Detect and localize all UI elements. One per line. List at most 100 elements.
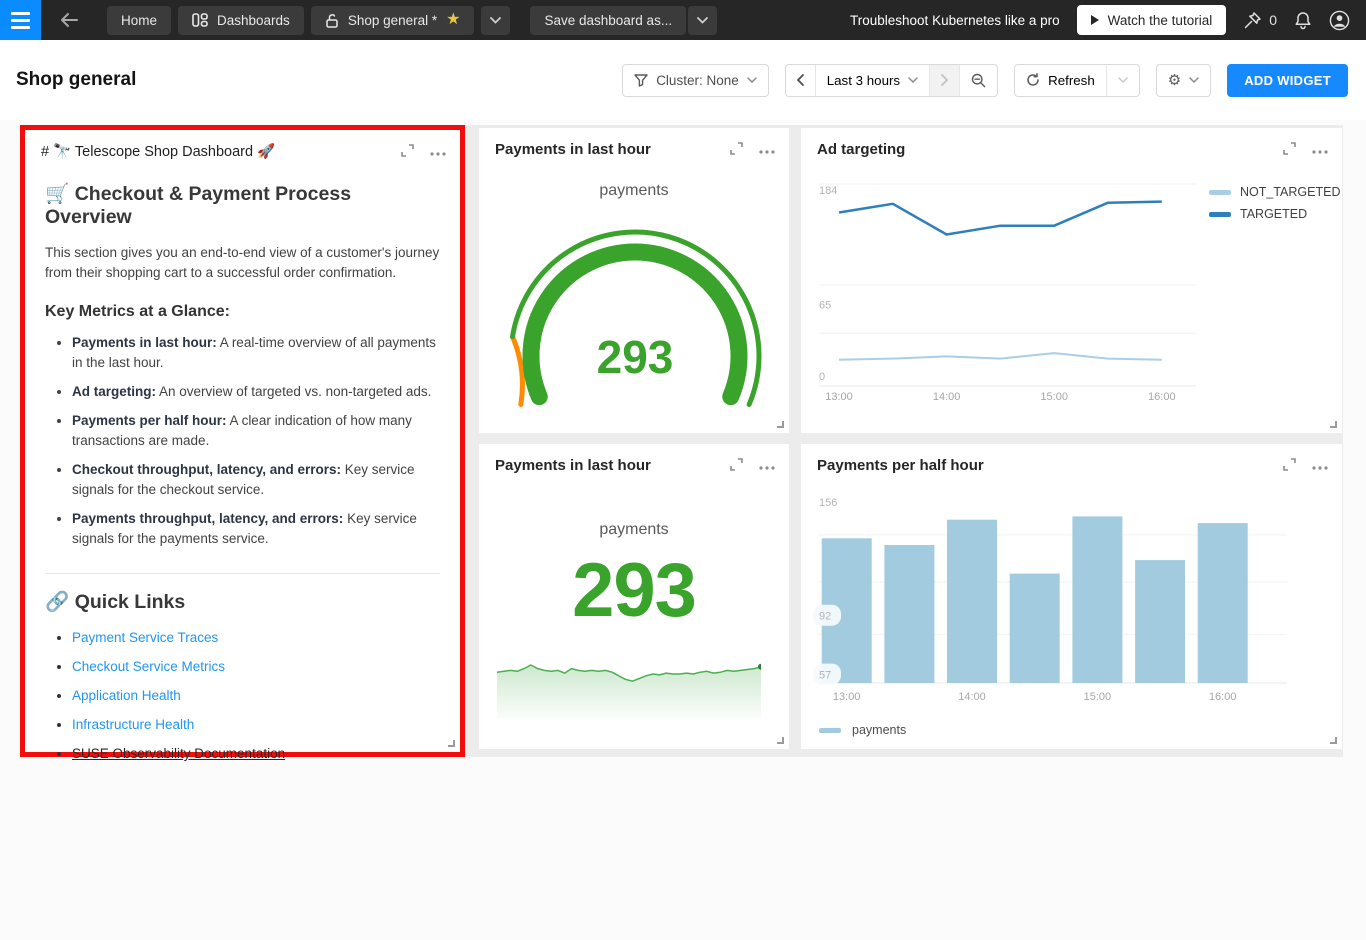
legend-label: NOT_TARGETED [1240, 185, 1341, 199]
ad-targeting-chart[interactable]: 184 65 013:00 14:00 15:00 16:00 [801, 128, 1344, 435]
legend-label: TARGETED [1240, 207, 1308, 221]
resize-handle[interactable] [1330, 737, 1337, 744]
expand-widget-icon[interactable] [1283, 457, 1296, 474]
time-forward-button[interactable] [929, 64, 960, 96]
bell-icon [1295, 11, 1311, 29]
promo-text: Troubleshoot Kubernetes like a pro [850, 12, 1060, 28]
stat-series-label: payments [599, 521, 669, 538]
widget-title: Payments per half hour [817, 457, 984, 474]
legend-swatch [1209, 189, 1231, 195]
favorite-star-icon[interactable]: ★ [446, 11, 461, 28]
chevron-down-icon [697, 16, 708, 24]
ad-targeting-widget: Ad targeting 184 65 0 13:00 14:00 15:00 16:00 … [800, 127, 1343, 434]
payments-stat-widget: Payments in last hour payments 293 [478, 443, 790, 750]
widget-menu-icon[interactable] [759, 142, 775, 157]
quick-link[interactable]: Application Health [72, 688, 181, 703]
top-bar: Home Dashboards Shop general * ★ Save da… [0, 0, 1366, 40]
x-tick: 14:00 [933, 391, 961, 403]
x-tick: 13:00 [825, 391, 853, 403]
quick-link-item: SUSE Observability Documentation [72, 744, 440, 764]
nav-tab-current-dashboard[interactable]: Shop general * ★ [310, 5, 475, 35]
quick-link[interactable]: Infrastructure Health [72, 717, 195, 732]
y-tick: 57 [819, 670, 831, 682]
resize-handle[interactable] [777, 737, 784, 744]
nav-tab-home[interactable]: Home [107, 5, 172, 35]
watch-tutorial-button[interactable]: Watch the tutorial [1076, 5, 1227, 35]
expand-widget-icon[interactable] [730, 457, 743, 474]
back-button[interactable] [55, 6, 83, 34]
bar [947, 519, 997, 683]
y-tick: 156 [819, 497, 837, 509]
refresh-menu-button[interactable] [1105, 64, 1139, 96]
bar [1072, 516, 1123, 683]
user-avatar-button[interactable] [1329, 10, 1350, 31]
time-back-button[interactable] [786, 65, 815, 96]
settings-button[interactable]: ⚙ [1155, 63, 1212, 97]
widget-menu-icon[interactable] [430, 144, 446, 159]
widget-menu-icon[interactable] [1312, 142, 1328, 157]
cluster-filter-button[interactable]: Cluster: None [622, 63, 769, 97]
widget-menu-icon[interactable] [1312, 458, 1328, 473]
resize-handle[interactable] [777, 421, 784, 428]
expand-widget-icon[interactable] [1283, 141, 1296, 158]
legend-swatch [1209, 211, 1231, 217]
quick-link-item: Checkout Service Metrics [72, 657, 440, 677]
resize-handle[interactable] [448, 740, 455, 747]
expand-widget-icon[interactable] [730, 141, 743, 158]
metric-item: Ad targeting: An overview of targeted vs… [72, 382, 440, 402]
chart-legend: NOT_TARGETED TARGETED [1209, 185, 1340, 221]
metric-item: Checkout throughput, latency, and errors… [72, 460, 440, 500]
metric-item: Payments throughput, latency, and errors… [72, 509, 440, 549]
note-intro: This section gives you an end-to-end vie… [45, 245, 440, 280]
widget-menu-icon[interactable] [759, 458, 775, 473]
quick-link[interactable]: Checkout Service Metrics [72, 659, 226, 674]
add-widget-button[interactable]: ADD WIDGET [1227, 63, 1348, 97]
time-range-button[interactable]: Last 3 hours [814, 64, 929, 96]
zoom-out-time-button[interactable] [959, 64, 997, 96]
quick-links-heading: 🔗 Quick Links [45, 591, 186, 613]
y-tick: 184 [819, 185, 837, 197]
gauge-value: 293 [597, 331, 674, 383]
expand-widget-icon[interactable] [401, 143, 414, 160]
chart-legend[interactable]: payments [819, 723, 906, 737]
legend-item[interactable]: NOT_TARGETED [1209, 185, 1340, 199]
hamburger-menu-button[interactable] [0, 0, 41, 40]
chevron-left-icon [796, 74, 804, 86]
quick-link[interactable]: SUSE Observability Documentation [72, 746, 286, 761]
legend-item[interactable]: TARGETED [1209, 207, 1340, 221]
payments-per-half-hour-widget: Payments per half hour 156 92 57 13:00 14:00… [800, 443, 1343, 750]
divider [45, 573, 440, 574]
time-range-control: Last 3 hours [784, 63, 999, 97]
series-NOT_TARGETED [838, 352, 1162, 361]
resize-handle[interactable] [1330, 421, 1337, 428]
dashboard-tab-menu-button[interactable] [481, 5, 511, 35]
save-dashboard-menu-button[interactable] [688, 5, 718, 35]
metric-item: Payments in last hour: A real-time overv… [72, 333, 440, 373]
y-tick: 0 [819, 371, 825, 383]
save-dashboard-as-button[interactable]: Save dashboard as... [530, 5, 687, 35]
x-tick: 13:00 [833, 691, 861, 703]
play-icon [1090, 15, 1099, 25]
quick-link[interactable]: Payment Service Traces [72, 630, 219, 645]
quick-link-item: Application Health [72, 686, 440, 706]
hamburger-icon [11, 11, 30, 15]
chevron-down-icon [1189, 77, 1199, 83]
page-title: Shop general [16, 69, 137, 90]
y-tick: 65 [819, 300, 831, 312]
quick-link-item: Infrastructure Health [72, 715, 440, 735]
chevron-right-icon [941, 74, 949, 86]
payments-gauge-chart[interactable]: 293 [485, 223, 785, 428]
notifications-button[interactable] [1294, 11, 1312, 30]
nav-tab-dashboards[interactable]: Dashboards [178, 5, 304, 35]
pin-icon [1244, 11, 1261, 28]
refresh-button[interactable]: Refresh [1015, 65, 1106, 96]
stat-value: 293 [572, 548, 697, 633]
refresh-control: Refresh [1014, 63, 1140, 97]
y-tick: 92 [819, 611, 831, 623]
x-tick: 16:00 [1209, 691, 1237, 703]
payments-sparkline[interactable] [497, 653, 761, 723]
pinned-items-button[interactable]: 0 [1243, 11, 1277, 30]
quick-links-list: Payment Service Traces Checkout Service M… [45, 628, 440, 764]
gauge-series-label: payments [599, 182, 669, 199]
